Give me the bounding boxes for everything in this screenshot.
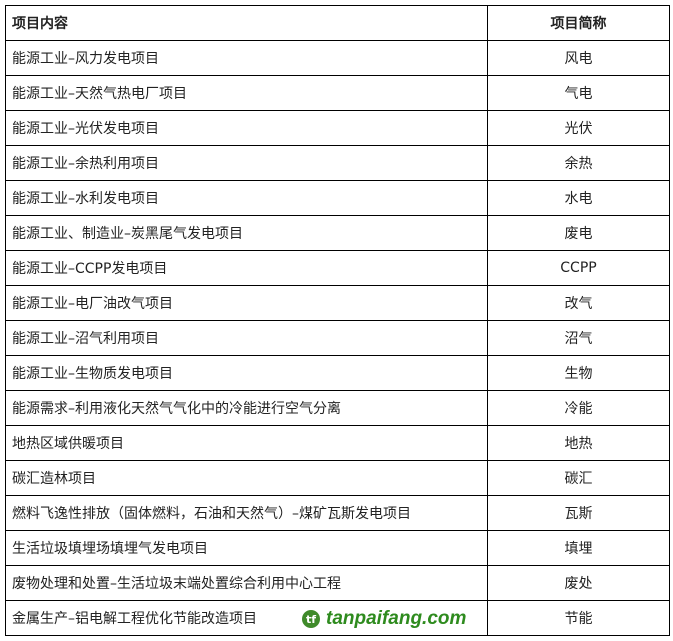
table-row: 废物处理和处置–生活垃圾末端处置综合利用中心工程 废处 xyxy=(5,565,670,601)
project-abbr-cell: 废处 xyxy=(487,565,670,601)
project-content-cell: 能源工业–电厂油改气项目 xyxy=(5,285,488,321)
project-content-cell: 碳汇造林项目 xyxy=(5,460,488,496)
project-abbr-cell: 余热 xyxy=(487,145,670,181)
project-content-cell: 能源工业、制造业–炭黑尾气发电项目 xyxy=(5,215,488,251)
project-content-cell: 能源工业–天然气热电厂项目 xyxy=(5,75,488,111)
project-content-cell: 废物处理和处置–生活垃圾末端处置综合利用中心工程 xyxy=(5,565,488,601)
table-row: 能源工业–风力发电项目 风电 xyxy=(5,40,670,76)
watermark-text: tanpaifang.com xyxy=(326,608,467,629)
table-row: 地热区域供暖项目 地热 xyxy=(5,425,670,461)
table-header-row: 项目内容 项目简称 xyxy=(5,5,670,41)
project-abbr-cell: 沼气 xyxy=(487,320,670,356)
table-row: 金属生产–铝电解工程优化节能改造项目 节能 xyxy=(5,600,670,636)
table-row: 生活垃圾填埋场填埋气发电项目 填埋 xyxy=(5,530,670,566)
project-abbr-cell: 风电 xyxy=(487,40,670,76)
project-content-cell: 生活垃圾填埋场填埋气发电项目 xyxy=(5,530,488,566)
table-row: 能源工业–沼气利用项目 沼气 xyxy=(5,320,670,356)
project-content-cell: 能源需求–利用液化天然气气化中的冷能进行空气分离 xyxy=(5,390,488,426)
watermark-logo-icon: tf xyxy=(302,610,320,628)
project-content-cell: 金属生产–铝电解工程优化节能改造项目 xyxy=(5,600,488,636)
project-content-cell: 能源工业–沼气利用项目 xyxy=(5,320,488,356)
table-row: 燃料飞逸性排放（固体燃料，石油和天然气）–煤矿瓦斯发电项目 瓦斯 xyxy=(5,495,670,531)
project-abbr-cell: 冷能 xyxy=(487,390,670,426)
project-abbr-cell: 瓦斯 xyxy=(487,495,670,531)
table-row: 能源工业–水利发电项目 水电 xyxy=(5,180,670,216)
project-content-cell: 燃料飞逸性排放（固体燃料，石油和天然气）–煤矿瓦斯发电项目 xyxy=(5,495,488,531)
header-project-abbr: 项目简称 xyxy=(487,5,670,41)
project-content-cell: 能源工业–生物质发电项目 xyxy=(5,355,488,391)
project-content-cell: 能源工业–水利发电项目 xyxy=(5,180,488,216)
table-row: 能源工业–电厂油改气项目 改气 xyxy=(5,285,670,321)
project-abbr-cell: 水电 xyxy=(487,180,670,216)
project-content-cell: 地热区域供暖项目 xyxy=(5,425,488,461)
table-row: 能源工业、制造业–炭黑尾气发电项目 废电 xyxy=(5,215,670,251)
table-row: 碳汇造林项目 碳汇 xyxy=(5,460,670,496)
project-abbr-cell: 气电 xyxy=(487,75,670,111)
project-content-cell: 能源工业–余热利用项目 xyxy=(5,145,488,181)
table-row: 能源工业–CCPP发电项目 CCPP xyxy=(5,250,670,286)
project-abbr-cell: 地热 xyxy=(487,425,670,461)
project-abbr-cell: 生物 xyxy=(487,355,670,391)
project-table: 项目内容 项目简称 能源工业–风力发电项目 风电 能源工业–天然气热电厂项目 气电 能源… xyxy=(5,5,670,636)
project-abbr-cell: 改气 xyxy=(487,285,670,321)
project-abbr-cell: 光伏 xyxy=(487,110,670,146)
watermark: tf tanpaifang.com xyxy=(300,608,468,630)
table-row: 能源工业–天然气热电厂项目 气电 xyxy=(5,75,670,111)
table-row: 能源需求–利用液化天然气气化中的冷能进行空气分离 冷能 xyxy=(5,390,670,426)
project-abbr-cell: 节能 xyxy=(487,600,670,636)
project-abbr-cell: CCPP xyxy=(487,250,670,286)
table-row: 能源工业–光伏发电项目 光伏 xyxy=(5,110,670,146)
project-abbr-cell: 废电 xyxy=(487,215,670,251)
project-content-cell: 能源工业–风力发电项目 xyxy=(5,40,488,76)
header-project-content: 项目内容 xyxy=(5,5,488,41)
project-abbr-cell: 碳汇 xyxy=(487,460,670,496)
project-content-cell: 能源工业–CCPP发电项目 xyxy=(5,250,488,286)
table-row: 能源工业–生物质发电项目 生物 xyxy=(5,355,670,391)
project-abbr-cell: 填埋 xyxy=(487,530,670,566)
project-content-cell: 能源工业–光伏发电项目 xyxy=(5,110,488,146)
table-row: 能源工业–余热利用项目 余热 xyxy=(5,145,670,181)
